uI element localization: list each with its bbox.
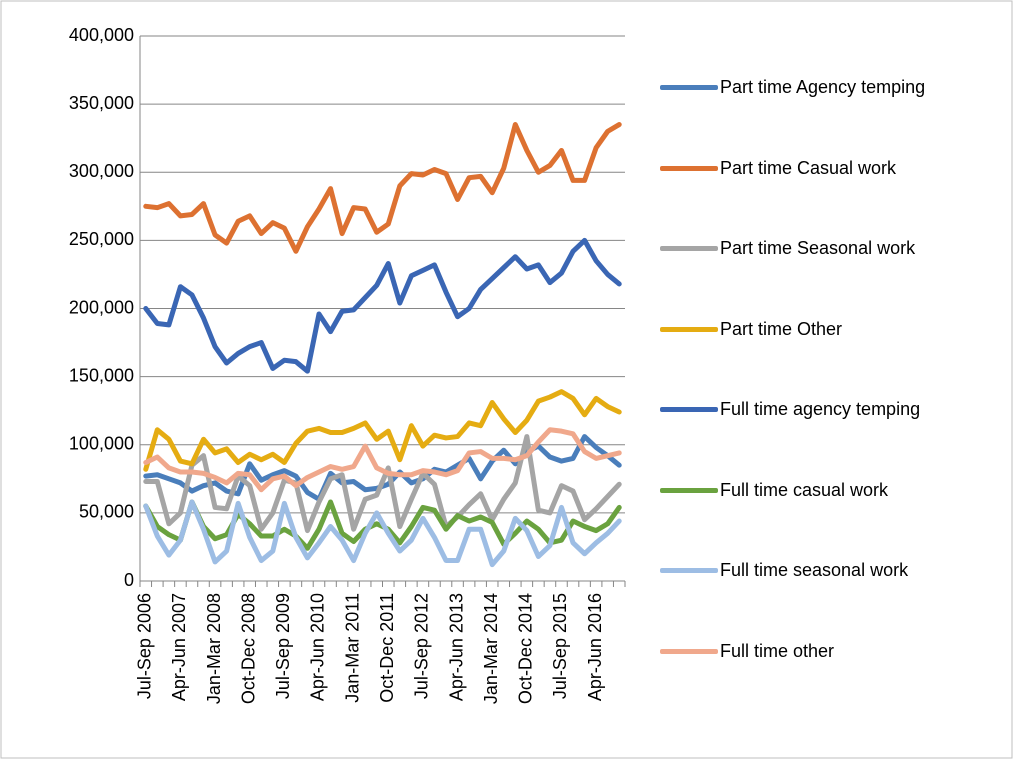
- y-tick-label: 50,000: [79, 502, 134, 522]
- legend-swatch: [660, 568, 718, 573]
- legend-item: Full time other: [660, 639, 982, 664]
- y-tick-label: 200,000: [69, 297, 134, 317]
- legend-swatch: [660, 165, 718, 171]
- legend-swatch: [660, 326, 718, 332]
- x-tick-label: Jul-Sep 2012: [412, 593, 432, 699]
- legend-item: Part time Seasonal work: [660, 236, 982, 261]
- series-line: [143, 499, 622, 568]
- x-tick-label: Jan-Mar 2014: [481, 593, 501, 704]
- legend-item: Full time casual work: [660, 478, 982, 503]
- legend-item: Full time seasonal work: [660, 558, 982, 583]
- legend-label: Part time Seasonal work: [720, 238, 916, 258]
- y-tick-label: 250,000: [69, 229, 134, 249]
- series-line: [143, 427, 622, 493]
- y-tick-label: 0: [124, 570, 134, 590]
- y-tick-label: 350,000: [69, 93, 134, 113]
- series-line: [143, 122, 622, 254]
- legend-swatch: [660, 487, 718, 493]
- x-tick-label: Jan-Mar 2008: [204, 593, 224, 704]
- x-tick-label: Jan-Mar 2011: [342, 593, 362, 703]
- legend-swatch: [660, 407, 718, 412]
- y-tick-label: 100,000: [69, 434, 134, 454]
- legend-label: Part time Agency temping: [720, 77, 926, 97]
- legend-label: Full time casual work: [720, 479, 889, 500]
- legend-swatch: [660, 246, 718, 251]
- x-tick-label: Jul-Sep 2009: [273, 593, 293, 699]
- x-tick-label: Apr-Jun 2007: [169, 593, 189, 701]
- legend-item: Part time Other: [660, 317, 982, 342]
- x-tick-label: Jul-Sep 2006: [135, 593, 155, 699]
- legend-item: Part time Agency temping: [660, 75, 982, 100]
- legend-swatch: [660, 648, 718, 654]
- x-tick-label: Oct-Dec 2011: [377, 593, 397, 703]
- legend-label: Full time other: [720, 640, 835, 661]
- x-tick-label: Oct-Dec 2014: [516, 593, 536, 704]
- legend-label: Part time Other: [720, 318, 843, 339]
- legend-label: Full time agency temping: [720, 399, 921, 419]
- legend-label: Part time Casual work: [720, 157, 897, 178]
- legend-label: Full time seasonal work: [720, 560, 909, 580]
- y-tick-label: 400,000: [69, 25, 134, 45]
- series-line: [143, 389, 622, 472]
- legend-item: Part time Casual work: [660, 156, 982, 181]
- x-tick-label: Apr-Jun 2010: [308, 593, 328, 701]
- legend-item: Full time agency temping: [660, 397, 982, 422]
- y-tick-label: 300,000: [69, 161, 134, 181]
- series-line: [143, 237, 622, 374]
- x-tick-label: Apr-Jun 2013: [446, 593, 466, 701]
- x-tick-label: Apr-Jun 2016: [585, 593, 605, 701]
- y-tick-label: 150,000: [69, 365, 134, 385]
- series-line: [143, 434, 622, 534]
- legend-swatch: [660, 85, 718, 90]
- x-tick-label: Oct-Dec 2008: [238, 593, 258, 704]
- x-tick-label: Jul-Sep 2015: [550, 593, 570, 699]
